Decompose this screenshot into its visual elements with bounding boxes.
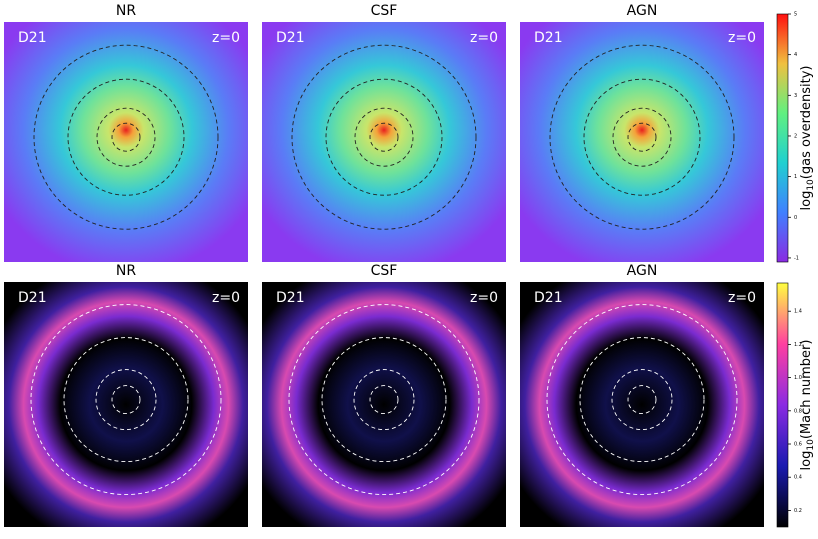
- colorbar-tick-label: 0.2: [794, 508, 802, 514]
- halo-label: D21: [534, 290, 563, 306]
- radius-circle: [33, 44, 219, 230]
- redshift-label: z=0: [212, 290, 240, 306]
- label-prefix: log: [799, 191, 814, 211]
- colorbar-label: log10(gas overdensity): [799, 66, 816, 211]
- radius-circle: [612, 107, 672, 167]
- radius-circle: [67, 78, 185, 196]
- colorbar-tick-label: 2: [794, 133, 797, 139]
- colorbar-tick-label: 3: [794, 93, 797, 99]
- colorbar-tick-label: -1: [794, 255, 799, 261]
- colorbar-tick-label: 1.4: [794, 309, 802, 315]
- radius-circle: [627, 122, 657, 152]
- radius-circle: [95, 369, 157, 431]
- map-image: [4, 282, 248, 527]
- radius-circle: [611, 369, 673, 431]
- colorbar-tick-label: 4: [794, 52, 797, 58]
- panel-title: AGN: [627, 263, 658, 279]
- map-image: [4, 22, 248, 262]
- panel-title: NR: [116, 263, 136, 279]
- radius-circle: [583, 78, 701, 196]
- radius-circle: [546, 304, 738, 496]
- colorbar: [776, 13, 789, 263]
- radius-circle: [291, 44, 477, 230]
- colorbar-label: log10(Mach number): [799, 340, 816, 471]
- radius-circle: [96, 107, 156, 167]
- radius-circle: [111, 122, 141, 152]
- radius-circle: [627, 385, 657, 415]
- halo-label: D21: [276, 30, 305, 46]
- redshift-label: z=0: [470, 30, 498, 46]
- radius-circle: [63, 337, 189, 463]
- colorbar-tick-label: 0.4: [794, 475, 802, 481]
- radius-circle: [549, 44, 735, 230]
- radius-circle: [579, 337, 705, 463]
- colorbar-tick-label: 1: [794, 174, 797, 180]
- map-image: [520, 282, 764, 527]
- radius-circle: [288, 304, 480, 496]
- halo-label: D21: [18, 290, 47, 306]
- map-image: [262, 22, 506, 262]
- map-image: [520, 22, 764, 262]
- colorbar-tick-label: 1.0: [794, 375, 802, 381]
- redshift-label: z=0: [212, 30, 240, 46]
- colorbar-tick-label: 5: [794, 12, 797, 18]
- label-subscript: 10: [806, 439, 816, 451]
- panel-title: NR: [116, 3, 136, 19]
- halo-label: D21: [18, 30, 47, 46]
- halo-label: D21: [276, 290, 305, 306]
- colorbar-tick-label: 1.2: [794, 342, 802, 348]
- redshift-label: z=0: [728, 30, 756, 46]
- radius-circle: [111, 385, 141, 415]
- panel-title: CSF: [371, 3, 398, 19]
- map-image: [262, 282, 506, 527]
- halo-label: D21: [534, 30, 563, 46]
- radius-circle: [325, 78, 443, 196]
- label-subscript: 10: [806, 179, 816, 191]
- radius-circle: [369, 385, 399, 415]
- radius-circle: [353, 369, 415, 431]
- redshift-label: z=0: [470, 290, 498, 306]
- radius-circle: [30, 304, 222, 496]
- redshift-label: z=0: [728, 290, 756, 306]
- label-prefix: log: [799, 451, 814, 471]
- label-rest: (Mach number): [799, 340, 814, 440]
- label-rest: (gas overdensity): [799, 66, 814, 180]
- radius-circle: [321, 337, 447, 463]
- panel-title: AGN: [627, 3, 658, 19]
- colorbar-tick-label: 0: [794, 215, 797, 221]
- panel-title: CSF: [371, 263, 398, 279]
- radius-circle: [354, 107, 414, 167]
- colorbar-tick-label: 0.6: [794, 442, 802, 448]
- colorbar-tick-label: 0.8: [794, 408, 802, 414]
- radius-circle: [369, 122, 399, 152]
- colorbar: [776, 282, 789, 528]
